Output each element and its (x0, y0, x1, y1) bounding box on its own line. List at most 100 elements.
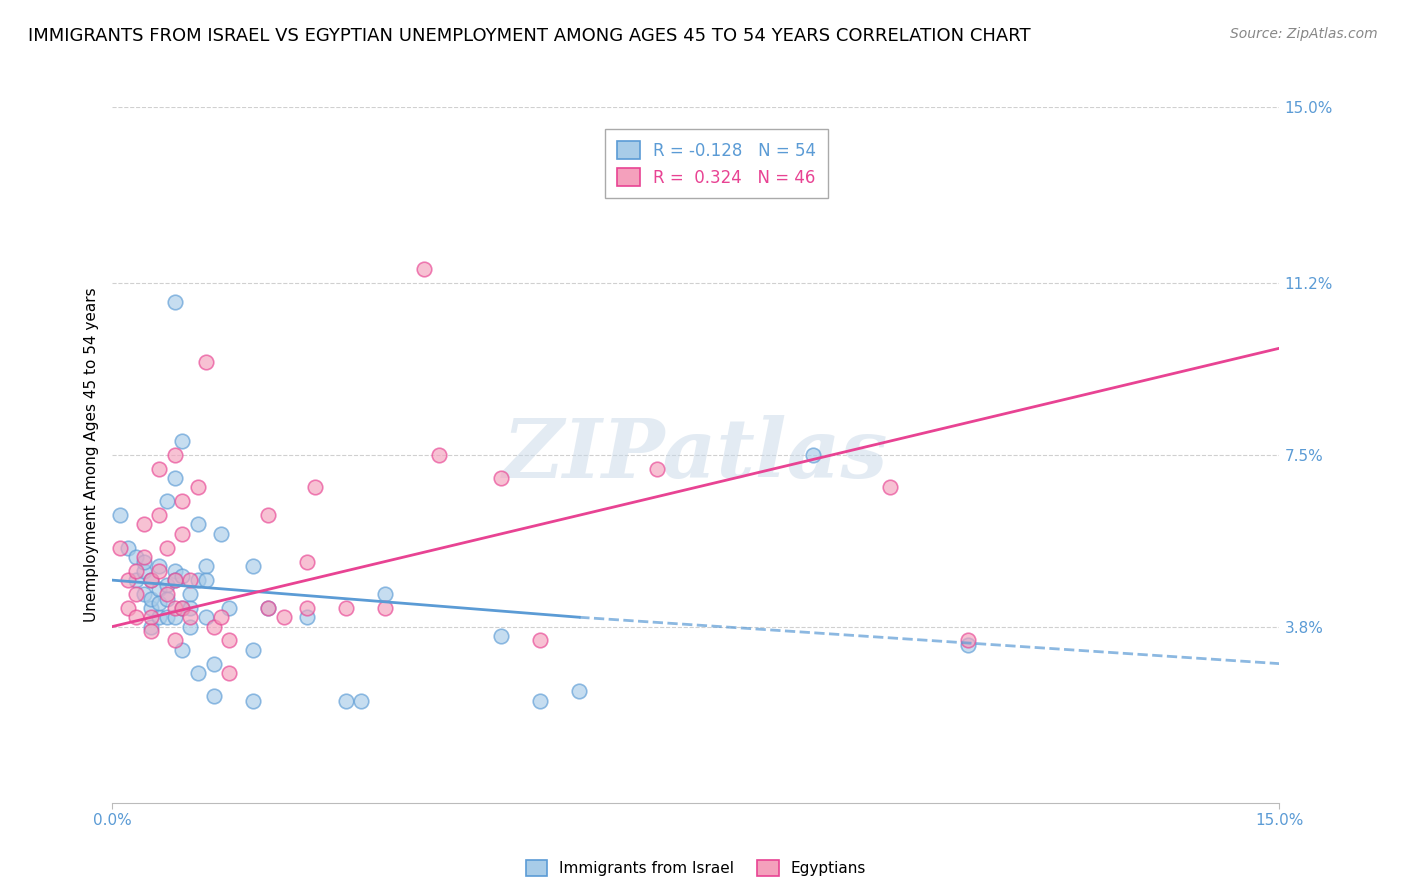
Point (156, 541, 179, 555)
Point (350, 694, 373, 708)
Point (156, 578, 179, 592)
Point (179, 619, 201, 633)
Point (194, 559, 217, 574)
Point (148, 610, 170, 624)
Point (209, 526, 232, 541)
Point (117, 601, 139, 615)
Point (194, 610, 217, 624)
Point (179, 601, 201, 615)
Point (957, 638, 980, 652)
Point (374, 601, 396, 615)
Text: Source: ZipAtlas.com: Source: ZipAtlas.com (1230, 27, 1378, 41)
Point (148, 508, 170, 523)
Point (202, 619, 225, 633)
Point (163, 610, 186, 624)
Point (218, 665, 240, 680)
Point (125, 587, 148, 601)
Point (412, 262, 434, 277)
Point (273, 610, 295, 624)
Point (148, 462, 170, 476)
Point (125, 549, 148, 564)
Point (172, 601, 194, 615)
Point (179, 610, 201, 624)
Point (242, 559, 264, 574)
Point (117, 541, 139, 555)
Point (374, 587, 396, 601)
Point (218, 601, 240, 615)
Text: ZIPatlas: ZIPatlas (503, 415, 889, 495)
Point (163, 471, 186, 485)
Point (141, 591, 163, 606)
Point (179, 573, 201, 587)
Point (257, 601, 280, 615)
Point (179, 587, 201, 601)
Point (529, 694, 551, 708)
Point (125, 610, 148, 624)
Text: IMMIGRANTS FROM ISRAEL VS EGYPTIAN UNEMPLOYMENT AMONG AGES 45 TO 54 YEARS CORREL: IMMIGRANTS FROM ISRAEL VS EGYPTIAN UNEMP… (28, 27, 1031, 45)
Point (163, 573, 186, 587)
Point (141, 619, 163, 633)
Point (172, 642, 194, 657)
Point (187, 573, 209, 587)
Point (132, 587, 155, 601)
Point (110, 541, 132, 555)
Point (132, 555, 155, 569)
Point (163, 564, 186, 578)
Point (110, 508, 132, 523)
Point (141, 601, 163, 615)
Point (187, 665, 209, 680)
Point (427, 448, 450, 462)
Point (163, 601, 186, 615)
Point (163, 633, 186, 648)
Point (304, 480, 326, 494)
Point (335, 601, 357, 615)
Point (141, 624, 163, 639)
Point (491, 471, 513, 485)
Point (242, 642, 264, 657)
Point (194, 573, 217, 587)
Point (125, 564, 148, 578)
Point (295, 601, 318, 615)
Point (202, 657, 225, 671)
Point (148, 559, 170, 574)
Point (132, 517, 155, 532)
Point (141, 610, 163, 624)
Point (132, 564, 155, 578)
Point (529, 633, 551, 648)
Point (163, 448, 186, 462)
Point (187, 517, 209, 532)
Point (125, 573, 148, 587)
Point (141, 573, 163, 587)
Y-axis label: Unemployment Among Ages 45 to 54 years: Unemployment Among Ages 45 to 54 years (83, 287, 98, 623)
Point (218, 633, 240, 648)
Point (257, 508, 280, 523)
Point (242, 694, 264, 708)
Point (957, 633, 980, 648)
Point (148, 596, 170, 610)
Point (645, 462, 668, 476)
Point (148, 582, 170, 597)
Point (156, 610, 179, 624)
Point (194, 355, 217, 369)
Point (257, 601, 280, 615)
Point (156, 587, 179, 601)
Point (148, 564, 170, 578)
Point (156, 494, 179, 508)
Point (172, 568, 194, 582)
Point (209, 610, 232, 624)
Point (141, 573, 163, 587)
Point (132, 549, 155, 564)
Point (202, 689, 225, 703)
Point (172, 494, 194, 508)
Point (163, 573, 186, 587)
Point (801, 448, 824, 462)
Point (491, 629, 513, 643)
Point (172, 601, 194, 615)
Point (163, 294, 186, 309)
Point (172, 434, 194, 448)
Point (568, 684, 591, 698)
Legend: Immigrants from Israel, Egyptians: Immigrants from Israel, Egyptians (517, 852, 875, 884)
Point (187, 480, 209, 494)
Point (156, 591, 179, 606)
Point (295, 555, 318, 569)
